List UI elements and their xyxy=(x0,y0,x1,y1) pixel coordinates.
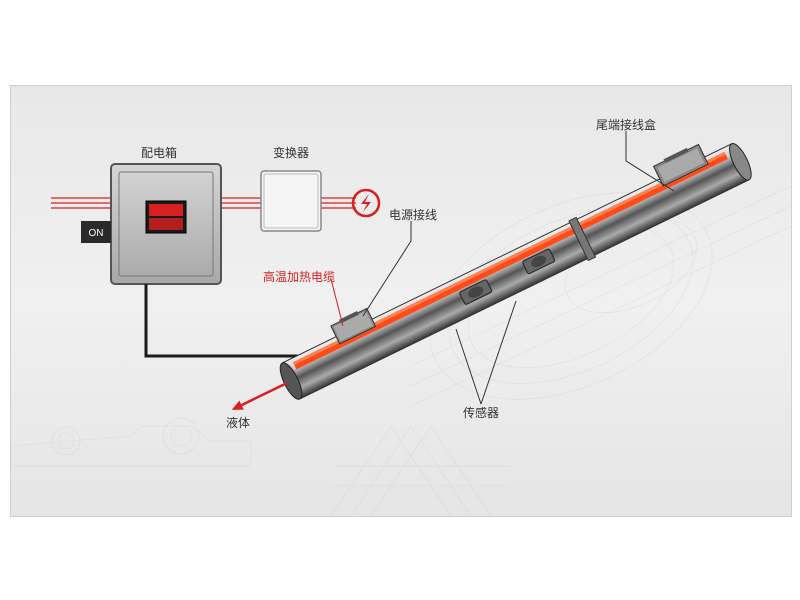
label-end-junction-box: 尾端接线盒 xyxy=(596,116,656,133)
label-power-wiring: 电源接线 xyxy=(389,206,437,223)
label-converter: 变换器 xyxy=(273,144,309,161)
on-label: ON xyxy=(89,228,104,239)
diagram-svg: ON xyxy=(11,86,791,516)
converter-box xyxy=(261,171,321,231)
label-distribution-box: 配电箱 xyxy=(141,144,177,161)
label-liquid: 液体 xyxy=(226,414,250,431)
lightning-icon xyxy=(353,190,379,216)
distribution-box: ON xyxy=(81,164,221,284)
liquid-arrow xyxy=(229,379,288,415)
black-wire xyxy=(146,284,306,356)
label-sensor: 传感器 xyxy=(463,404,499,421)
diagram-frame: ON xyxy=(10,85,792,517)
label-heating-cable: 高温加热电缆 xyxy=(263,268,335,285)
